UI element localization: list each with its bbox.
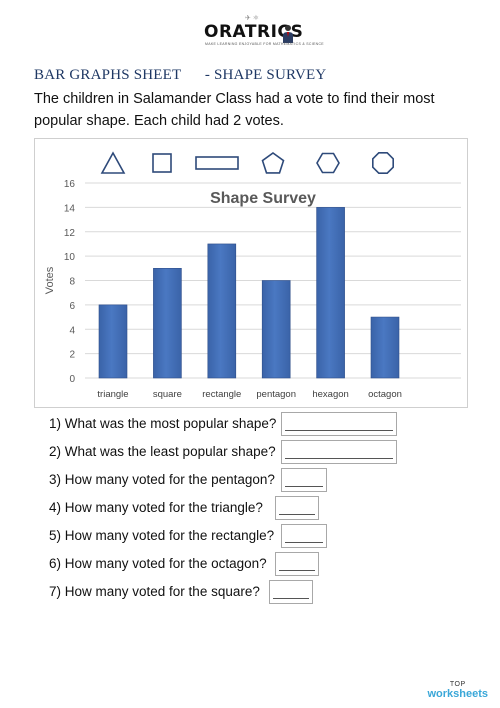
answer-box[interactable] (281, 412, 397, 436)
answer-line (285, 486, 323, 487)
answer-line (285, 458, 393, 459)
square-icon (152, 153, 172, 173)
worksheet-intro: The children in Salamander Class had a v… (34, 91, 435, 129)
y-axis-label: Votes (44, 266, 56, 294)
hexagon-icon (316, 152, 340, 174)
bar-chart-svg: 0 2 4 6 8 10 12 14 16 Votes Shape Survey triangle sq… (44, 151, 461, 400)
question-row: 1) What was the most popular shape? (49, 412, 397, 436)
question-text: 4) How many voted for the triangle? (49, 500, 263, 515)
answer-line (279, 514, 315, 515)
chart-title: Shape Survey (210, 190, 316, 207)
logo-decoration-icon: ✈ ⚛ (245, 15, 260, 22)
footer-brand-name: worksheets (427, 688, 488, 700)
answer-box[interactable] (281, 440, 397, 464)
answer-box[interactable] (281, 524, 327, 548)
bar (153, 268, 182, 379)
question-row: 2) What was the least popular shape? (49, 440, 397, 464)
triangle-icon (100, 151, 126, 174)
y-tick-label: 10 (64, 252, 76, 263)
question-text: 5) How many voted for the rectangle? (49, 528, 275, 543)
y-tick-label: 6 (69, 301, 75, 312)
question-row: 4) How many voted for the triangle? (49, 496, 319, 520)
footer-brand: TOP worksheets (427, 681, 488, 700)
question-text: 2) What was the least popular shape? (49, 444, 276, 459)
answer-line (285, 542, 323, 543)
answer-line (285, 430, 393, 431)
y-tick-label: 4 (69, 325, 75, 336)
x-tick-label: triangle (97, 389, 128, 400)
question-row: 6) How many voted for the octagon? (49, 552, 319, 576)
answer-line (279, 570, 315, 571)
question-text: 7) How many voted for the square? (49, 584, 260, 599)
footer-brand-top: TOP (449, 681, 466, 688)
question-row: 7) How many voted for the square? (49, 580, 313, 604)
answer-box[interactable] (281, 468, 327, 492)
pentagon-icon (261, 152, 285, 174)
question-text: 1) What was the most popular shape? (49, 416, 277, 431)
person-icon (283, 25, 293, 43)
y-tick-label: 12 (64, 228, 76, 239)
answer-line (273, 598, 309, 599)
y-tick-label: 0 (69, 374, 75, 385)
logo-tagline: MAKE LEARNING ENJOYABLE FOR MATHEMATICS … (205, 42, 324, 46)
answer-box[interactable] (269, 580, 313, 604)
y-tick-label: 2 (69, 350, 75, 361)
logo-text: ORATRICS (204, 22, 304, 42)
answer-box[interactable] (275, 496, 319, 520)
bar (316, 207, 345, 379)
y-tick-label: 14 (64, 203, 76, 214)
question-text: 3) How many voted for the pentagon? (49, 472, 275, 487)
worksheet-title: BAR GRAPHS SHEET - SHAPE SURVEY (34, 67, 327, 83)
bar-chart: 0 2 4 6 8 10 12 14 16 Votes Shape Survey triangle sq… (34, 138, 468, 408)
question-text: 6) How many voted for the octagon? (49, 556, 267, 571)
x-tick-label: pentagon (256, 389, 296, 400)
question-row: 3) How many voted for the pentagon? (49, 468, 327, 492)
y-tick-label: 8 (69, 277, 75, 288)
y-tick-label: 16 (64, 179, 76, 190)
x-tick-label: octagon (368, 389, 402, 400)
x-tick-label: hexagon (312, 389, 348, 400)
rectangle-icon (195, 156, 239, 170)
bar (207, 243, 237, 379)
answer-box[interactable] (275, 552, 319, 576)
x-tick-label: rectangle (202, 389, 241, 400)
x-tick-label: square (153, 389, 182, 400)
bar (370, 316, 400, 379)
octagon-icon (371, 152, 395, 175)
logo: ✈ ⚛ ORATRICS MAKE LEARNING ENJOYABLE FOR… (0, 14, 500, 50)
bar (98, 304, 128, 379)
question-row: 5) How many voted for the rectangle? (49, 524, 327, 548)
bar (261, 280, 291, 379)
